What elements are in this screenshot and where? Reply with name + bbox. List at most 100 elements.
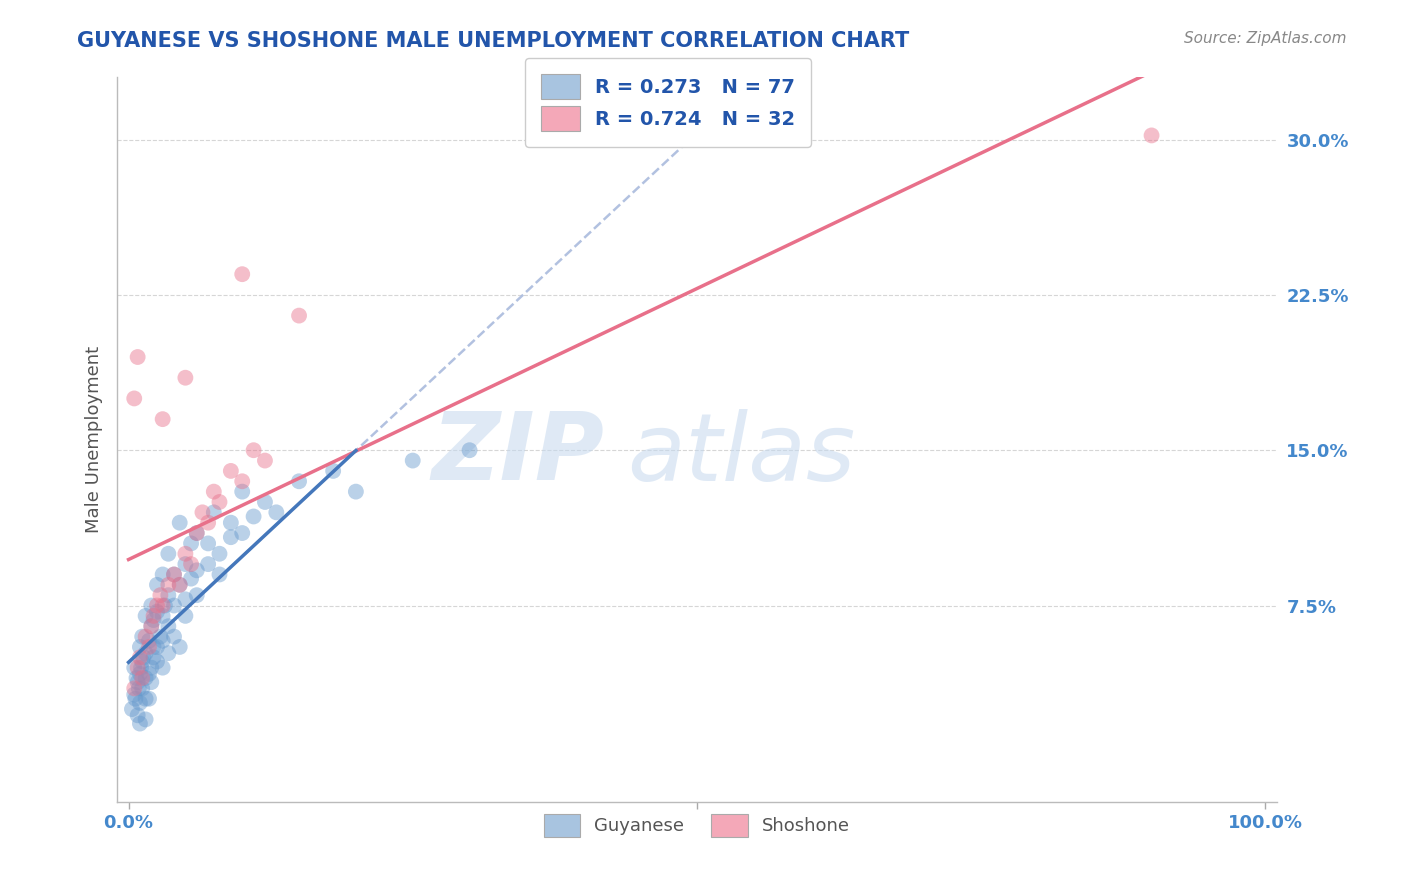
Point <box>174 592 197 607</box>
Point <box>141 675 163 690</box>
Point <box>152 660 174 674</box>
Point <box>129 696 152 710</box>
Point <box>208 567 231 582</box>
Y-axis label: Male Unemployment: Male Unemployment <box>86 346 103 533</box>
Point <box>208 495 231 509</box>
Point <box>202 484 225 499</box>
Point <box>219 516 242 530</box>
Point <box>180 572 202 586</box>
Point <box>180 557 202 571</box>
Point <box>122 688 145 702</box>
Point <box>169 516 191 530</box>
Point <box>138 666 160 681</box>
Point <box>152 608 174 623</box>
Point <box>169 640 191 654</box>
Point <box>127 708 149 723</box>
Point <box>152 599 174 613</box>
Point <box>135 608 157 623</box>
Point <box>163 567 186 582</box>
Point <box>152 412 174 426</box>
Point <box>253 495 276 509</box>
Point <box>186 526 208 541</box>
Point <box>153 599 176 613</box>
Point <box>129 660 152 674</box>
Point <box>131 655 153 669</box>
Point <box>129 640 152 654</box>
Point <box>129 650 152 665</box>
Point <box>169 578 191 592</box>
Point <box>135 691 157 706</box>
Point <box>174 557 197 571</box>
Point <box>174 547 197 561</box>
Point <box>197 557 219 571</box>
Point <box>125 671 148 685</box>
Point <box>152 633 174 648</box>
Point <box>458 443 481 458</box>
Point <box>202 505 225 519</box>
Point <box>191 505 214 519</box>
Point <box>288 309 311 323</box>
Point <box>169 578 191 592</box>
Point <box>122 681 145 696</box>
Point <box>138 640 160 654</box>
Point <box>253 453 276 467</box>
Point <box>163 599 186 613</box>
Point <box>141 619 163 633</box>
Point <box>142 613 165 627</box>
Point <box>138 691 160 706</box>
Point <box>122 392 145 406</box>
Point <box>146 640 169 654</box>
Point <box>219 530 242 544</box>
Point <box>242 509 264 524</box>
Legend: Guyanese, Shoshone: Guyanese, Shoshone <box>537 806 858 844</box>
Point <box>157 646 180 660</box>
Text: GUYANESE VS SHOSHONE MALE UNEMPLOYMENT CORRELATION CHART: GUYANESE VS SHOSHONE MALE UNEMPLOYMENT C… <box>77 31 910 51</box>
Point <box>219 464 242 478</box>
Point <box>131 630 153 644</box>
Point <box>141 619 163 633</box>
Point <box>157 619 180 633</box>
Point <box>186 526 208 541</box>
Text: ZIP: ZIP <box>432 409 605 500</box>
Point <box>344 484 367 499</box>
Point <box>128 681 150 696</box>
Point <box>197 536 219 550</box>
Point <box>174 370 197 384</box>
Point <box>129 666 152 681</box>
Point <box>242 443 264 458</box>
Point <box>149 630 172 644</box>
Point <box>231 484 253 499</box>
Point <box>157 547 180 561</box>
Point <box>146 578 169 592</box>
Point <box>208 547 231 561</box>
Point <box>127 675 149 690</box>
Point <box>142 650 165 665</box>
Point <box>135 713 157 727</box>
Point <box>129 716 152 731</box>
Point <box>1140 128 1163 143</box>
Point <box>402 453 425 467</box>
Point <box>121 702 143 716</box>
Point <box>152 567 174 582</box>
Point <box>131 681 153 696</box>
Point <box>231 475 253 489</box>
Point <box>141 599 163 613</box>
Point <box>146 655 169 669</box>
Point <box>157 578 180 592</box>
Point <box>122 660 145 674</box>
Point <box>141 660 163 674</box>
Point <box>142 608 165 623</box>
Point <box>186 563 208 577</box>
Point <box>132 650 155 665</box>
Point <box>135 646 157 660</box>
Point <box>124 691 146 706</box>
Point <box>231 267 253 281</box>
Point <box>288 475 311 489</box>
Point <box>146 605 169 619</box>
Point <box>149 588 172 602</box>
Point <box>138 633 160 648</box>
Point <box>127 350 149 364</box>
Point <box>157 588 180 602</box>
Text: Source: ZipAtlas.com: Source: ZipAtlas.com <box>1184 31 1347 46</box>
Point <box>142 640 165 654</box>
